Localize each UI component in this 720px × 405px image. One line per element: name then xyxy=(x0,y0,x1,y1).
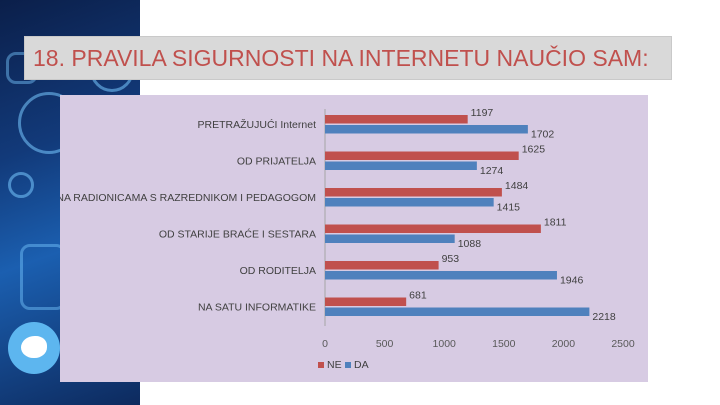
category-label: OD STARIJE BRAĆE I SESTARA xyxy=(159,227,316,240)
data-label: 1946 xyxy=(560,275,584,287)
legend-label: NE xyxy=(327,359,342,371)
bar-da xyxy=(325,125,528,134)
data-label: 1197 xyxy=(471,107,494,119)
data-label: 953 xyxy=(442,253,460,265)
bar-da xyxy=(325,307,590,316)
bar-ne xyxy=(325,151,519,160)
data-label: 1702 xyxy=(531,129,555,141)
bar-da xyxy=(325,271,557,280)
title-bar: 18. PRAVILA SIGURNOSTI NA INTERNETU NAUČ… xyxy=(24,36,672,80)
legend-label: DA xyxy=(354,359,369,371)
bar-ne xyxy=(325,297,407,306)
category-label: OD RODITELJA xyxy=(240,265,316,277)
legend-swatch-da xyxy=(345,362,351,368)
data-label: 1415 xyxy=(497,202,521,214)
x-tick-label: 1500 xyxy=(492,338,516,350)
chart-panel: PRETRAŽUJUĆI Internet 1197 1702 OD PRIJATEL… xyxy=(60,95,648,382)
bar-ne xyxy=(325,188,502,197)
data-label: 681 xyxy=(409,290,427,302)
legend-swatch-ne xyxy=(318,362,324,368)
x-tick-label: 2000 xyxy=(552,338,576,350)
data-label: 1088 xyxy=(458,238,482,250)
bar-ne xyxy=(325,224,541,233)
x-tick-label: 2500 xyxy=(611,338,635,350)
x-tick-label: 1000 xyxy=(433,338,457,350)
data-label: 1484 xyxy=(505,180,529,192)
slide-title: 18. PRAVILA SIGURNOSTI NA INTERNETU NAUČ… xyxy=(33,45,649,71)
category-label: NA SATU INFORMATIKE xyxy=(198,301,316,313)
gear-icon xyxy=(8,172,34,198)
bar-ne xyxy=(325,115,468,124)
bar-chart: PRETRAŽUJUĆI Internet 1197 1702 OD PRIJATEL… xyxy=(60,107,635,371)
bar-da xyxy=(325,161,477,170)
data-label: 2218 xyxy=(592,311,616,323)
bar-da xyxy=(325,198,494,207)
bar-ne xyxy=(325,261,439,270)
x-tick-label: 0 xyxy=(322,338,328,350)
category-label: OD PRIJATELJA xyxy=(237,155,316,167)
x-tick-label: 500 xyxy=(376,338,394,350)
data-label: 1625 xyxy=(522,144,546,156)
category-label: PRETRAŽUJUĆI Internet xyxy=(198,118,317,131)
bird-icon xyxy=(8,322,60,374)
bar-da xyxy=(325,234,455,243)
data-label: 1274 xyxy=(480,165,504,177)
data-label: 1811 xyxy=(544,217,567,229)
category-label: NA RADIONICAMA S RAZREDNIKOM I PEDAGOGOM xyxy=(60,192,316,204)
